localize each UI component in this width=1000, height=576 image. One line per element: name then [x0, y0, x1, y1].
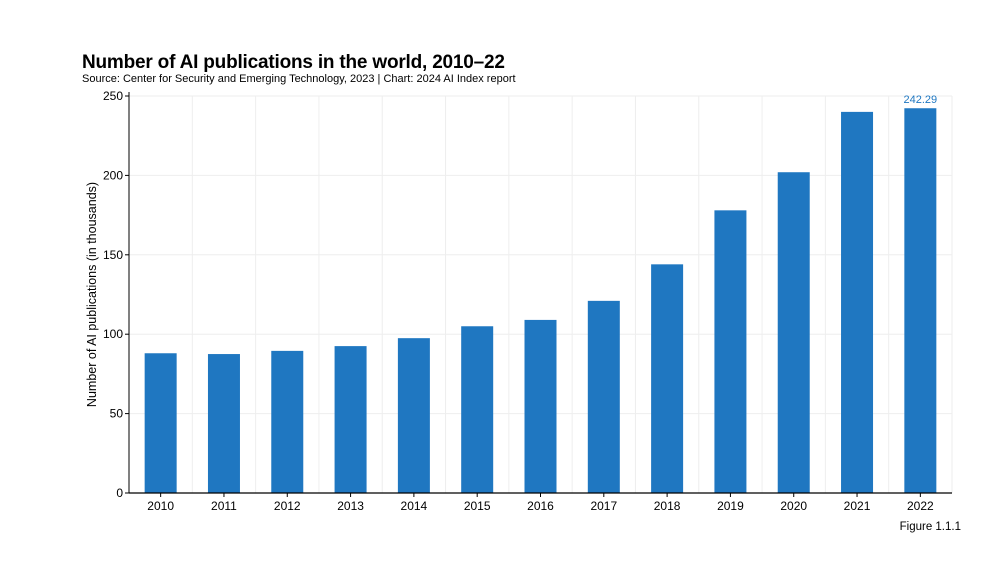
chart-subtitle: Source: Center for Security and Emerging…: [82, 73, 516, 85]
x-tick-label-2015: 2015: [464, 499, 491, 513]
bar-2015: [461, 326, 494, 493]
x-tick-label-2019: 2019: [717, 499, 744, 513]
bar-2021: [841, 111, 874, 493]
x-tick-label-2013: 2013: [337, 499, 364, 513]
bar-2016: [524, 319, 557, 493]
bar-2018: [651, 264, 684, 493]
x-tick-label-2017: 2017: [590, 499, 617, 513]
x-tick-label-2022: 2022: [907, 499, 934, 513]
bar-2017: [587, 300, 620, 493]
y-tick-label-50: 50: [110, 407, 124, 421]
bar-2020: [777, 172, 810, 493]
axes: [125, 92, 952, 497]
chart-title: Number of AI publications in the world, …: [82, 52, 505, 73]
labels: 0 50 100 150 200 250 2010 2011 2012 2013 2014 2015 2…: [85, 89, 937, 513]
gridlines: [128, 95, 953, 493]
value-label-2022: 242.29: [904, 94, 938, 106]
bar-2013: [334, 346, 367, 493]
y-tick-label-250: 250: [103, 89, 123, 103]
x-tick-label-2011: 2011: [211, 499, 237, 513]
x-tick-label-2014: 2014: [401, 499, 428, 513]
x-tick-label-2016: 2016: [527, 499, 554, 513]
bar-2012: [271, 350, 304, 493]
y-tick-label-150: 150: [103, 248, 123, 262]
x-tick-label-2010: 2010: [147, 499, 174, 513]
bar-2014: [397, 338, 430, 493]
bar-2011: [207, 354, 240, 493]
x-tick-label-2021: 2021: [844, 499, 871, 513]
y-tick-label-0: 0: [116, 486, 123, 500]
y-tick-label-100: 100: [103, 327, 123, 341]
x-tick-label-2012: 2012: [274, 499, 301, 513]
x-tick-label-2020: 2020: [780, 499, 807, 513]
bars: [144, 108, 937, 494]
x-tick-label-2018: 2018: [654, 499, 681, 513]
bar-2022: [904, 108, 937, 494]
y-axis-title: Number of AI publications (in thousands): [85, 182, 99, 407]
y-tick-label-200: 200: [103, 168, 123, 182]
bar-2010: [144, 353, 177, 493]
bar-2019: [714, 210, 747, 493]
figure-label: Figure 1.1.1: [899, 521, 961, 533]
